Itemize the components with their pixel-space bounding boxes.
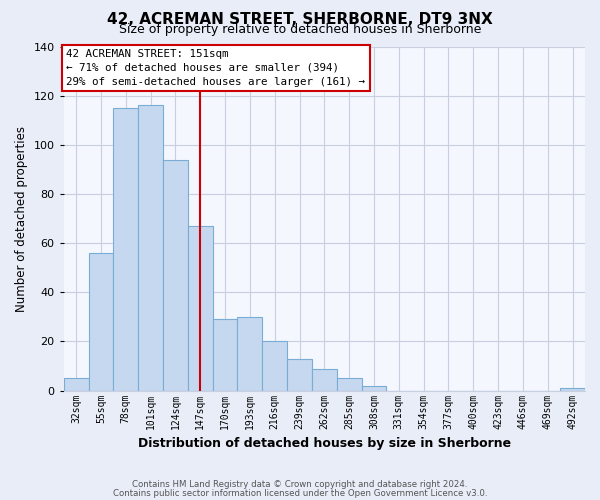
Text: 42 ACREMAN STREET: 151sqm
← 71% of detached houses are smaller (394)
29% of semi: 42 ACREMAN STREET: 151sqm ← 71% of detac… bbox=[66, 49, 365, 87]
Bar bbox=[560, 388, 585, 390]
Text: Size of property relative to detached houses in Sherborne: Size of property relative to detached ho… bbox=[119, 22, 481, 36]
Bar bbox=[238, 317, 262, 390]
Bar bbox=[188, 226, 212, 390]
Text: 42, ACREMAN STREET, SHERBORNE, DT9 3NX: 42, ACREMAN STREET, SHERBORNE, DT9 3NX bbox=[107, 12, 493, 28]
Text: Contains HM Land Registry data © Crown copyright and database right 2024.: Contains HM Land Registry data © Crown c… bbox=[132, 480, 468, 489]
Bar bbox=[262, 342, 287, 390]
Bar bbox=[163, 160, 188, 390]
Bar bbox=[362, 386, 386, 390]
Bar bbox=[212, 320, 238, 390]
X-axis label: Distribution of detached houses by size in Sherborne: Distribution of detached houses by size … bbox=[138, 437, 511, 450]
Bar bbox=[337, 378, 362, 390]
Bar bbox=[89, 253, 113, 390]
Bar bbox=[312, 368, 337, 390]
Bar bbox=[138, 106, 163, 391]
Bar bbox=[113, 108, 138, 391]
Bar bbox=[287, 358, 312, 390]
Y-axis label: Number of detached properties: Number of detached properties bbox=[15, 126, 28, 312]
Bar bbox=[64, 378, 89, 390]
Text: Contains public sector information licensed under the Open Government Licence v3: Contains public sector information licen… bbox=[113, 488, 487, 498]
